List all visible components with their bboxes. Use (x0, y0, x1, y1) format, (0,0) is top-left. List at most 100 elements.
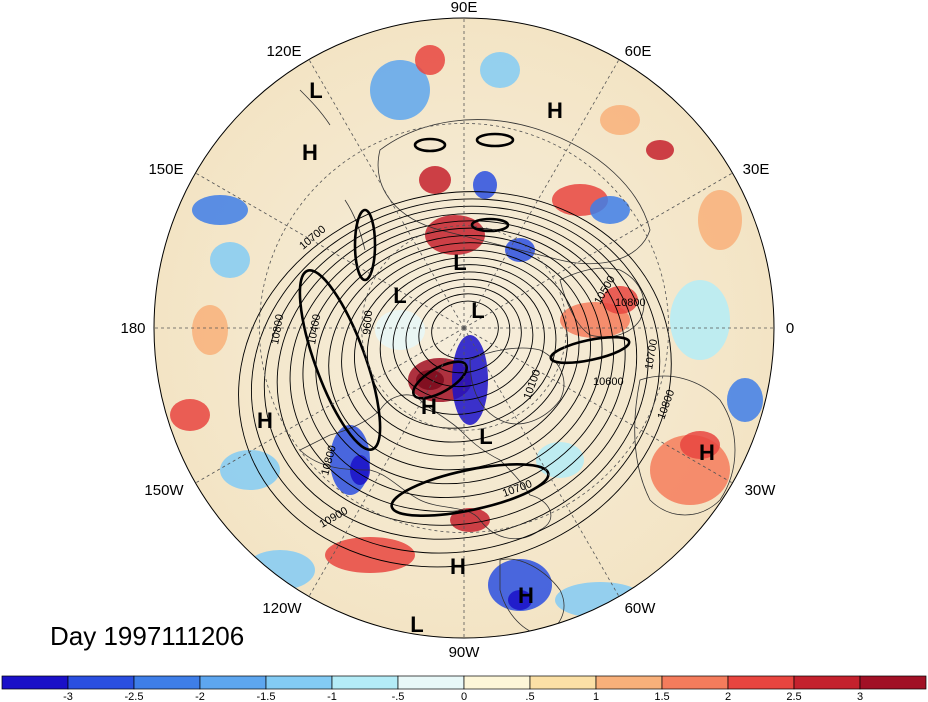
pressure-center-marker: H (421, 394, 437, 419)
africa-coast (634, 375, 736, 516)
anomaly-blob (325, 537, 415, 573)
longitude-labels: 90E 60E 30E 0 30W 60W 90W 120W 150W 180 … (120, 0, 794, 661)
colorbar-swatch (595, 675, 663, 690)
contour-label: 9600 (361, 310, 375, 335)
map-border (153, 17, 775, 639)
anomaly-blob (245, 550, 315, 590)
geopotential-contour (392, 278, 534, 401)
colorbar-tick-label: 1.5 (654, 691, 669, 702)
greenland-coast (469, 347, 565, 425)
lon-label-0: 0 (786, 320, 794, 337)
colorbar-swatch (793, 675, 861, 690)
colorbar-tick-label: 1 (593, 691, 599, 702)
graticule (154, 18, 774, 638)
lon-label-120e: 120E (266, 43, 301, 60)
jet-siberia (470, 217, 510, 233)
colorbar-tick-label: -2 (195, 691, 205, 702)
anomaly-blob (646, 140, 674, 160)
colorbar-tick-label: -2.5 (125, 691, 144, 702)
lon-label-90e: 90E (451, 0, 478, 16)
anomaly-blob (450, 508, 490, 532)
colorbar-swatch (67, 675, 135, 690)
plot-title: Day 1997111206 (50, 621, 244, 651)
colorbar-swatch (199, 675, 267, 690)
jet-arctic-2 (475, 132, 515, 148)
colorbar-tick-label: -1.5 (257, 691, 276, 702)
anomaly-blob (680, 431, 720, 459)
jet-central (412, 360, 468, 400)
lon-label-150e: 150E (148, 161, 183, 178)
colorbar-swatch (133, 675, 201, 690)
jet-arctic (413, 137, 447, 153)
meridian-line (463, 327, 620, 597)
pressure-centers: L H L H H L L L H H L H H (257, 78, 715, 637)
meridian-line (195, 172, 465, 329)
colorbar: -3 -2.5 -2 -1.5 -1 -.5 0 .5 1 1.5 2 2.5 3 (1, 675, 927, 702)
pressure-center-marker: H (450, 554, 466, 579)
anomaly-blob (602, 286, 638, 314)
anomaly-blob (590, 196, 630, 224)
pressure-center-marker: L (410, 612, 423, 637)
colorbar-tick-label: 2 (725, 691, 731, 702)
lon-label-120w: 120W (262, 600, 302, 617)
meridian-line (195, 327, 465, 484)
anomaly-blob (600, 105, 640, 135)
lon-label-30e: 30E (743, 161, 770, 178)
lon-label-60e: 60E (625, 43, 652, 60)
contour-label: 10600 (593, 376, 624, 388)
colorbar-tick-label: -1 (327, 691, 337, 702)
colorbar-swatch (463, 675, 531, 690)
geopotential-contour (251, 198, 661, 554)
contour-label: 10800 (269, 313, 286, 345)
lon-label-60w: 60W (625, 600, 657, 617)
lon-label-30w: 30W (745, 482, 777, 499)
pressure-center-marker: L (479, 424, 492, 449)
geopotential-contour (418, 293, 511, 374)
colorbar-tick-label: 2.5 (786, 691, 801, 702)
meridian-line (463, 327, 733, 484)
north-america-coast (299, 394, 552, 539)
meridian-line (463, 172, 733, 329)
anomaly-blob (536, 442, 584, 478)
lon-label-180: 180 (120, 320, 145, 337)
colorbar-tick-label: -.5 (392, 691, 405, 702)
pressure-center-marker: H (302, 140, 318, 165)
geopotential-contour (315, 234, 603, 485)
geopotential-contour (302, 227, 615, 499)
jet-asia (353, 208, 377, 282)
anomaly-blob (192, 195, 248, 225)
colorbar-tick-label: 0 (461, 691, 467, 702)
contour-label: 10700 (643, 338, 660, 370)
geopotential-contour (405, 286, 522, 388)
pressure-center-marker: L (309, 78, 322, 103)
anomaly-blob (220, 450, 280, 490)
anomaly-blob (192, 305, 228, 355)
colorbar-tick-label: -3 (63, 691, 73, 702)
pressure-center-marker: H (257, 408, 273, 433)
meridian-line (308, 59, 465, 329)
anomaly-blob (670, 280, 730, 360)
jet-pacific (298, 269, 382, 451)
colorbar-swatch (529, 675, 597, 690)
pressure-center-marker: H (547, 98, 563, 123)
anomaly-blob (473, 171, 497, 199)
geopotential-contour (238, 191, 672, 568)
anomaly-blob (419, 166, 451, 194)
lon-label-90w: 90W (449, 644, 481, 661)
geopotential-contour (354, 256, 568, 443)
lon-label-150w: 150W (144, 482, 184, 499)
meridian-line (463, 59, 620, 329)
anomaly-blob (727, 378, 763, 422)
colorbar-tick-label: .5 (525, 691, 534, 702)
pressure-center-marker: L (471, 298, 484, 323)
jet-contours (298, 132, 631, 517)
meridian-line (308, 327, 465, 597)
colorbar-swatch (859, 675, 927, 690)
contour-label: 10400 (306, 313, 323, 345)
colorbar-swatch (397, 675, 465, 690)
pressure-center-marker: H (518, 583, 534, 608)
anomaly-blob (370, 60, 430, 120)
coastlines (299, 89, 736, 636)
south-america-coast (499, 558, 565, 636)
